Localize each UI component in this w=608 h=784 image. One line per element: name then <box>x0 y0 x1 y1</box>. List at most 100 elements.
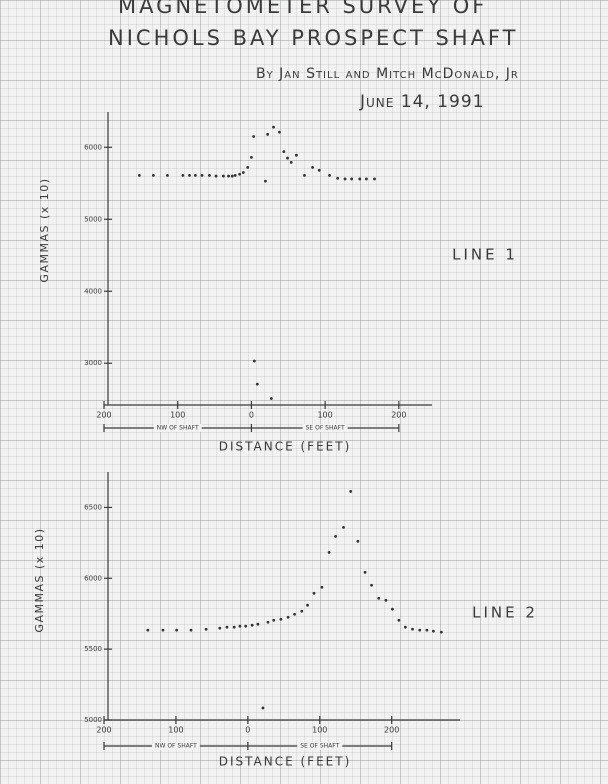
date: June 14, 1991 <box>360 92 485 112</box>
chart-title: LINE 2 <box>472 604 538 622</box>
data-point <box>227 174 230 178</box>
region-label: SE OF SHAFT <box>306 425 345 432</box>
data-point <box>358 177 362 181</box>
y-tick-label: 6000 <box>84 143 102 151</box>
data-point <box>328 173 331 177</box>
title-line: MAGNETOMETER SURVEY OF <box>118 0 488 18</box>
x-tick-label: 100 <box>317 411 332 420</box>
y-tick-label: 4000 <box>84 287 102 295</box>
data-point <box>336 176 340 180</box>
data-point <box>188 173 191 177</box>
data-point <box>250 155 253 159</box>
data-point <box>161 628 165 632</box>
data-point <box>397 618 401 622</box>
data-point <box>278 130 281 134</box>
data-point <box>373 177 376 181</box>
data-point <box>334 534 337 538</box>
x-tick-label: 200 <box>391 411 406 420</box>
data-point <box>204 627 208 631</box>
data-point <box>214 174 218 178</box>
data-point <box>137 173 141 177</box>
byline: By Jan Still and Mitch McDonald, Jr <box>256 66 519 82</box>
data-point <box>269 397 273 400</box>
data-point <box>238 624 242 628</box>
data-point <box>252 359 256 363</box>
x-tick-label: 100 <box>170 411 185 420</box>
data-point <box>246 166 250 169</box>
data-point <box>252 135 256 138</box>
x-tick-label: 200 <box>96 726 111 735</box>
region-label: SE OF SHAFT <box>300 743 339 750</box>
data-point <box>418 628 422 632</box>
data-point <box>261 706 265 710</box>
data-point <box>317 168 321 172</box>
data-point <box>439 630 443 634</box>
data-point <box>303 173 306 177</box>
data-point <box>272 618 276 622</box>
data-point <box>312 591 316 595</box>
y-tick-label: 6500 <box>84 503 102 511</box>
data-point <box>181 173 185 177</box>
data-point <box>320 585 324 589</box>
data-point <box>222 174 225 178</box>
data-point <box>238 172 242 176</box>
y-tick-label: 6000 <box>84 574 102 582</box>
data-point <box>289 160 293 164</box>
data-point <box>390 607 394 611</box>
data-point <box>241 171 245 174</box>
data-point <box>250 623 254 627</box>
data-point <box>349 490 353 493</box>
x-tick-label: 0 <box>249 411 254 420</box>
data-point <box>286 156 289 160</box>
data-point <box>175 628 179 632</box>
y-tick-label: 5000 <box>84 215 102 223</box>
x-tick-label: 0 <box>245 726 250 735</box>
data-point <box>350 177 354 181</box>
data-point <box>431 629 435 633</box>
data-point <box>146 628 150 632</box>
x-tick-label: 100 <box>168 726 183 735</box>
data-point <box>200 173 204 177</box>
label-bg <box>151 742 200 750</box>
data-point <box>282 150 286 153</box>
data-point <box>266 620 270 624</box>
data-point <box>193 173 197 177</box>
data-point <box>365 177 368 181</box>
data-point <box>377 596 381 600</box>
data-point <box>165 173 169 177</box>
y-tick-label: 3000 <box>84 359 102 367</box>
title-line: NICHOLS BAY PROSPECT SHAFT <box>108 26 519 50</box>
data-point <box>293 612 296 616</box>
y-tick-label: 5500 <box>84 645 102 653</box>
data-point <box>384 598 388 602</box>
region-label: NW OF SHAFT <box>155 743 197 750</box>
data-point <box>218 626 222 630</box>
data-point <box>311 166 314 169</box>
data-point <box>356 539 360 543</box>
data-point <box>189 628 193 632</box>
x-axis-label: DISTANCE (FEET) <box>219 440 352 454</box>
x-axis-label: DISTANCE (FEET) <box>219 755 352 769</box>
data-point <box>230 174 234 178</box>
data-point <box>255 382 259 386</box>
data-point <box>363 570 367 574</box>
data-point <box>403 625 407 629</box>
data-point <box>343 177 347 181</box>
x-tick-label: 200 <box>384 726 399 735</box>
data-point <box>151 173 155 177</box>
data-point <box>272 125 275 129</box>
data-point <box>342 526 345 529</box>
x-tick-label: 200 <box>96 411 111 420</box>
y-axis-label: GAMMAS (x 10) <box>38 177 51 282</box>
data-point <box>294 153 298 157</box>
y-tick-label: 5000 <box>84 716 102 724</box>
data-point <box>286 615 290 619</box>
region-label: NW OF SHAFT <box>157 425 199 432</box>
y-axis-label: GAMMAS (x 10) <box>33 527 46 632</box>
data-point <box>370 583 373 587</box>
data-point <box>244 624 248 628</box>
data-point <box>264 179 267 183</box>
label-bg <box>153 424 202 432</box>
